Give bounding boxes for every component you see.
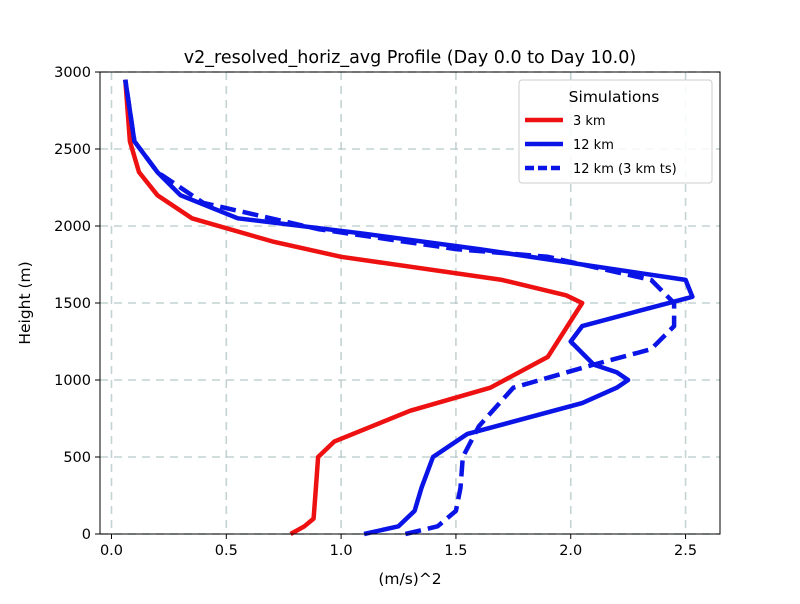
x-tick-label: 2.0 [559,543,582,559]
y-tick-label: 2500 [54,142,91,158]
y-tick-label: 0 [82,527,91,543]
legend-box [518,79,713,184]
y-axis-label: Height (m) [16,261,34,344]
x-tick-label: 0.0 [100,543,123,559]
series-layer [123,79,695,537]
y-tick-label: 500 [63,450,91,466]
x-tick-label: 1.5 [444,543,467,559]
x-tick-label: 2.5 [674,543,697,559]
series-line-1 [123,79,585,536]
legend: Simulations 3 km 12 km 12 km (3 km ts) [518,79,713,184]
y-tick-label: 1500 [54,296,91,312]
y-tick-label: 3000 [54,65,91,81]
x-tick-label: 0.5 [215,543,238,559]
chart-title: v2_resolved_horiz_avg Profile (Day 0.0 t… [184,48,636,68]
y-axis-ticks: 0 500 1000 1500 2000 2500 3000 [54,65,100,543]
legend-label-3: 12 km (3 km ts) [573,162,677,177]
y-tick-label: 2000 [54,219,91,235]
legend-label-2: 12 km [573,138,614,153]
x-axis-ticks: 0.0 0.5 1.0 1.5 2.0 2.5 [100,534,697,559]
series-line-3 [123,79,677,537]
y-tick-label: 1000 [54,373,91,389]
x-axis-label: (m/s)^2 [378,570,441,588]
legend-label-1: 3 km [573,114,606,129]
legend-entries: 3 km 12 km 12 km (3 km ts) [525,114,677,177]
x-tick-label: 1.0 [330,543,353,559]
series-line-2 [123,79,695,537]
legend-title: Simulations [569,88,660,106]
